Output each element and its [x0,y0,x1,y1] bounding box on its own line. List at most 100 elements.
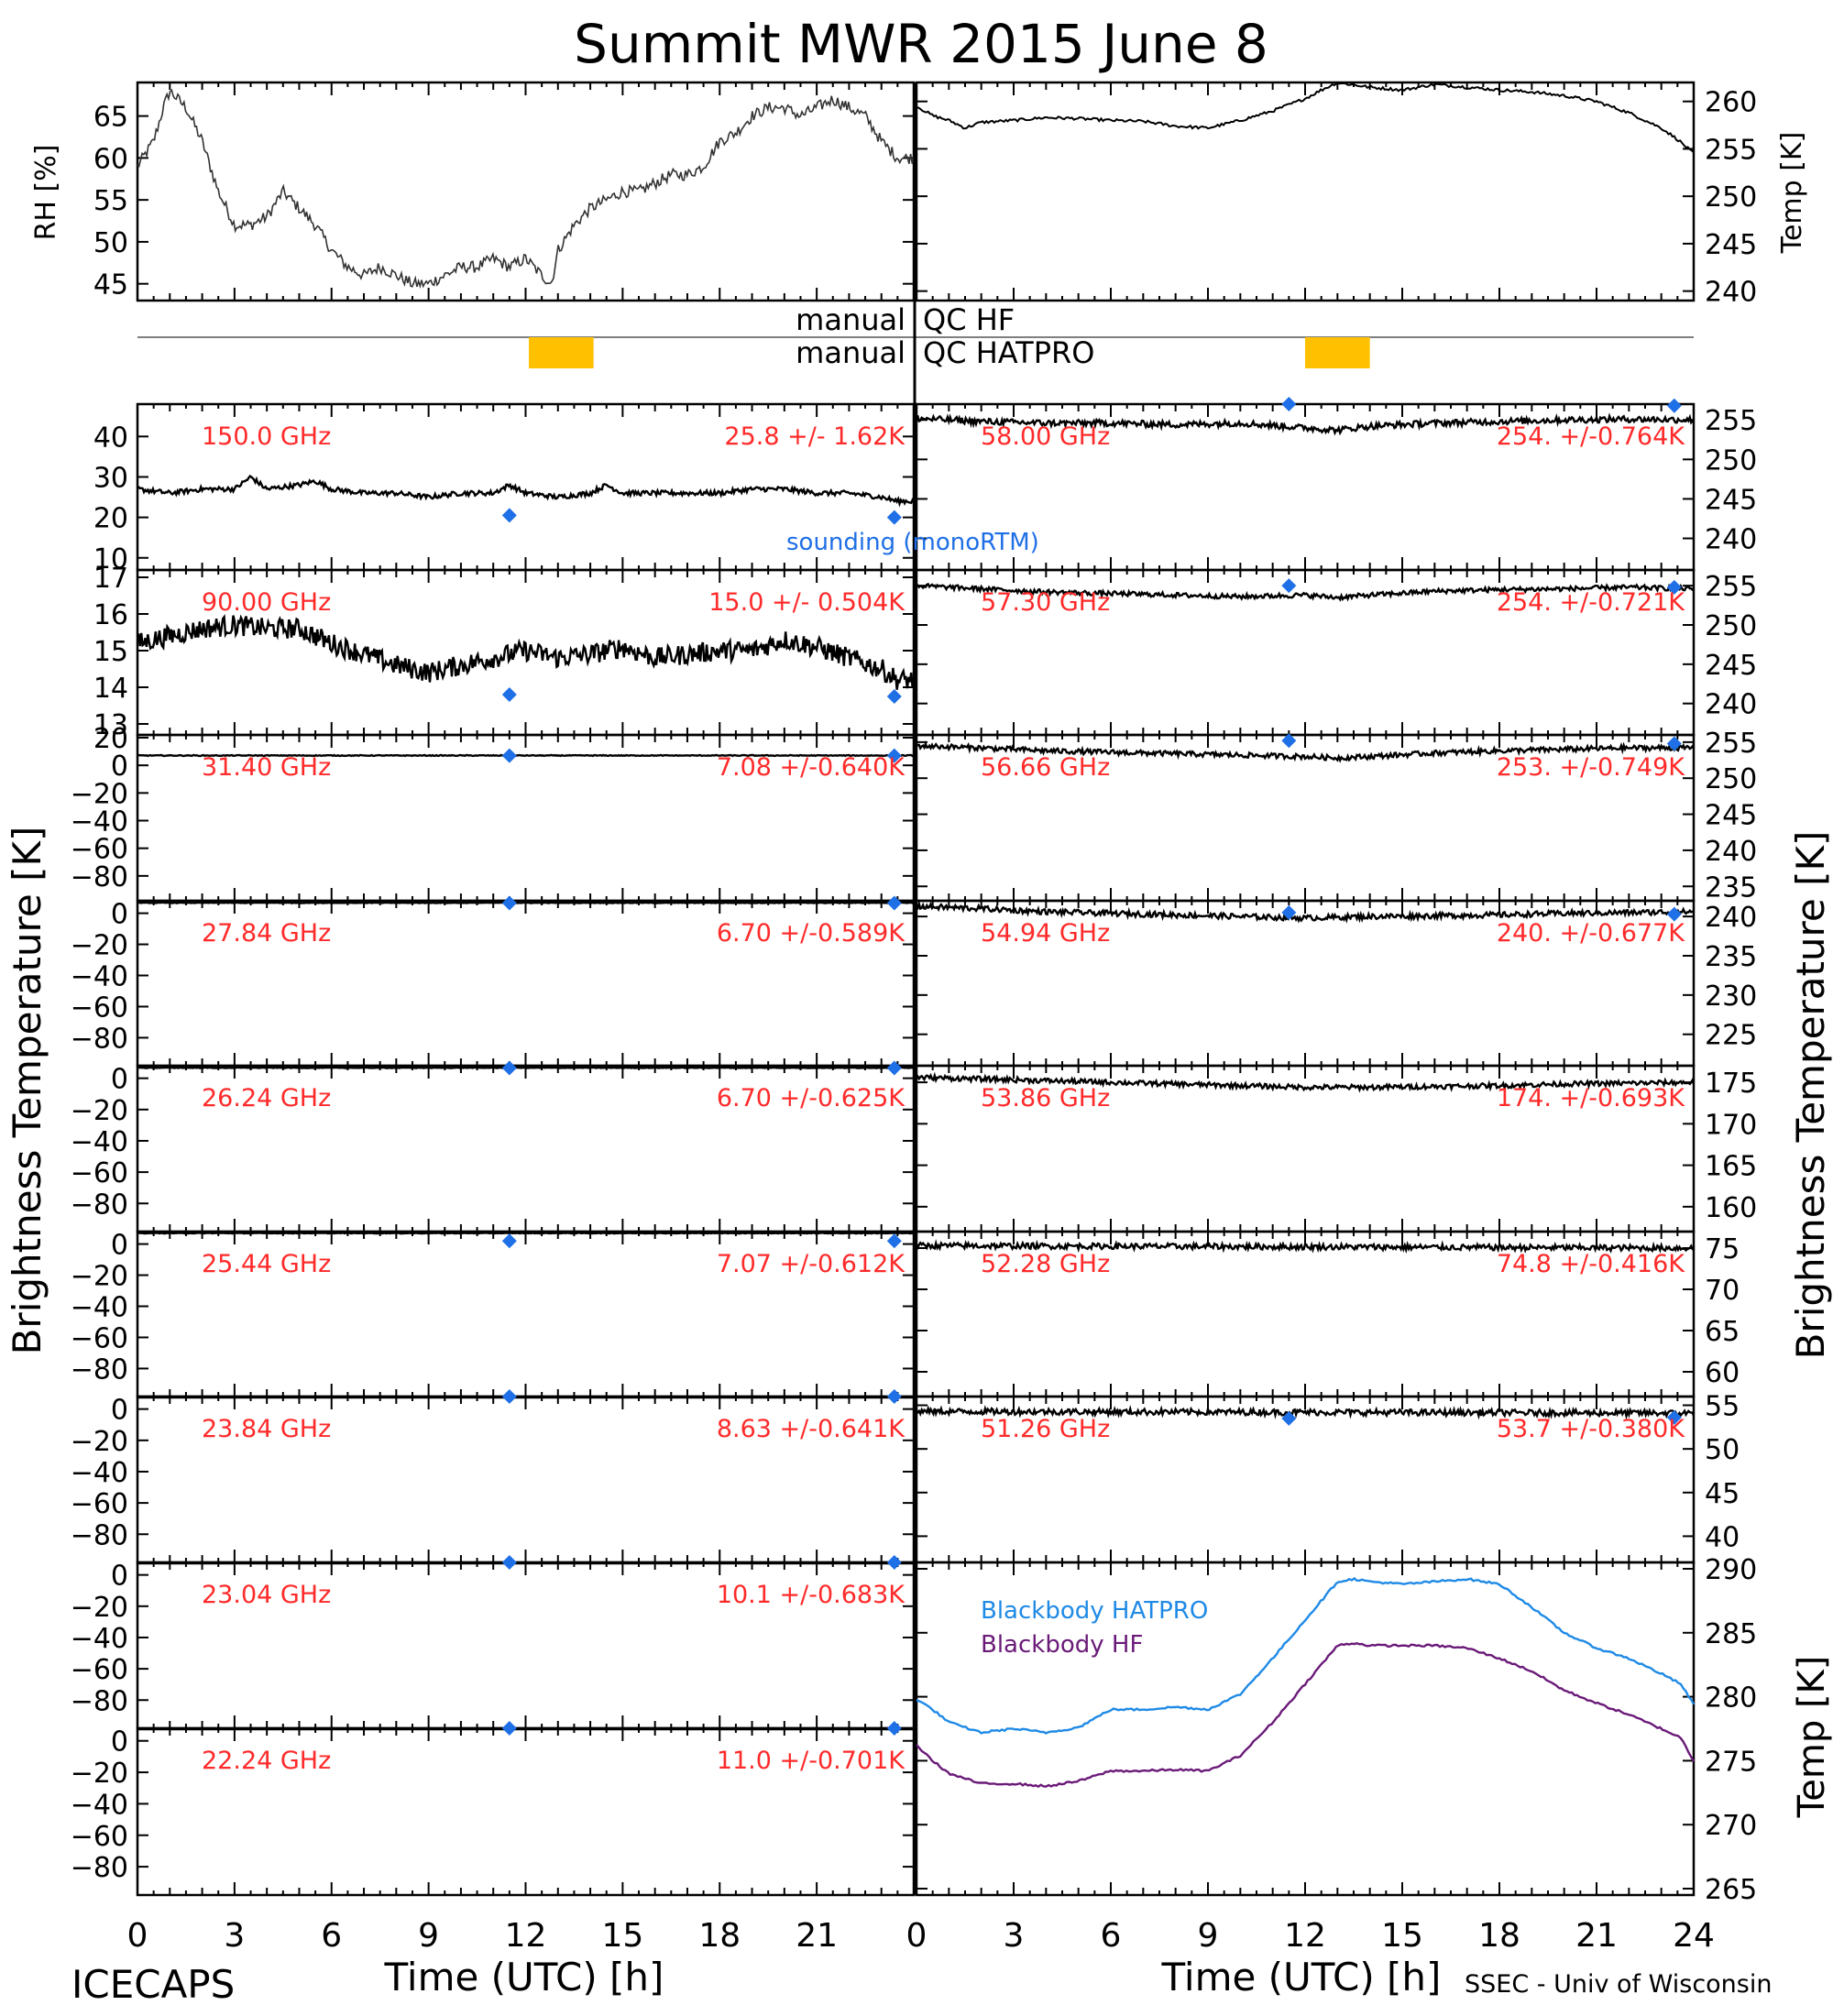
channel-label: 51.26 GHz [981,1415,1110,1443]
sounding-point [1281,578,1297,594]
y-tick-label: 275 [1705,1746,1757,1778]
channel-label: 27.84 GHz [202,919,331,948]
y-tick-label: 175 [1705,1068,1757,1100]
y-tick-label: 255 [1705,728,1757,760]
y-tick-label: 0 [111,1230,128,1262]
channel-stat: 254. +/-0.721K [1497,588,1685,617]
y-tick-label: 265 [1705,1874,1757,1906]
sounding-point [886,1555,902,1570]
y-tick-label: 255 [1705,134,1757,166]
credit-right: SSEC - Univ of Wisconsin [1465,1970,1772,1999]
left-ylabel: Brightness Temperature [K] [5,827,49,1355]
channel-series [136,614,916,690]
qc-hatpro-label-left: manual [796,335,906,370]
sounding-point [501,895,517,911]
channel-series [137,753,915,758]
x-tick-label: 0 [906,1917,927,1955]
channel-stat: 10.1 +/-0.683K [717,1581,906,1609]
sounding-point [886,895,902,911]
channel-stat: 25.8 +/- 1.62K [724,422,906,451]
sounding-point [1666,1409,1682,1425]
y-tick-label: 260 [1705,87,1757,119]
x-tick-label: 0 [127,1917,148,1955]
y-tick-label: 0 [111,751,128,783]
y-tick-label: 240 [1705,689,1757,721]
y-tick-label: 240 [1705,524,1757,556]
y-tick-label: −60 [71,1322,128,1354]
y-tick-label: 65 [93,102,128,134]
y-tick-label: −60 [71,992,128,1024]
x-tick-label: 6 [1101,1917,1122,1955]
y-tick-label: −80 [71,1852,128,1884]
y-tick-label: 65 [1705,1316,1740,1348]
figure-title: Summit MWR 2015 June 8 [574,13,1268,75]
channel-label: 150.0 GHz [202,422,331,451]
y-tick-label: 20 [93,503,128,535]
sounding-legend: sounding (monoRTM) [786,529,1039,556]
channel-label: 25.44 GHz [202,1250,331,1278]
rh-series [137,88,915,290]
y-tick-label: −20 [71,930,128,962]
y-tick-label: 70 [1705,1275,1740,1307]
y-tick-label: 55 [1705,1391,1740,1423]
blackbody-series [916,1577,1696,1735]
sounding-point [886,1721,902,1736]
channel-series [916,899,1695,924]
channel-stat: 6.70 +/-0.589K [717,919,906,948]
y-tick-label: 240 [1705,836,1757,868]
x-tick-label: 12 [1284,1917,1326,1955]
channel-label: 26.24 GHz [202,1084,331,1112]
y-tick-label: 20 [93,723,128,755]
channel-label: 57.30 GHz [981,588,1110,617]
channel-stat: 254. +/-0.764K [1497,422,1685,451]
sounding-point [1281,397,1297,411]
channel-label: 56.66 GHz [981,753,1110,782]
y-tick-label: 16 [93,599,128,631]
y-tick-label: 250 [1705,181,1757,214]
channel-label: 23.04 GHz [202,1581,331,1609]
channel-series [915,1239,1695,1255]
x-tick-label: 18 [698,1917,741,1955]
sounding-point [886,689,902,704]
blackbody-ylabel: Temp [K] [1791,1656,1833,1819]
sounding-point [886,1060,902,1076]
y-tick-label: 235 [1705,941,1757,973]
x-tick-label: 3 [224,1917,245,1955]
sounding-point [1666,736,1682,751]
channel-label: 54.94 GHz [981,919,1110,948]
y-tick-label: 255 [1705,405,1757,437]
y-tick-label: 0 [111,1064,128,1096]
qc-hf-label-right: QC HF [923,302,1015,337]
channel-stat: 253. +/-0.749K [1497,753,1685,782]
y-tick-label: 0 [111,899,128,931]
y-tick-label: 45 [1705,1478,1740,1510]
right-ylabel: Brightness Temperature [K] [1788,831,1833,1360]
y-tick-label: −20 [71,1261,128,1293]
rh-ylabel: RH [%] [30,145,62,241]
y-tick-label: 165 [1705,1151,1757,1183]
y-tick-label: 0 [111,1561,128,1593]
y-tick-label: −60 [71,1157,128,1189]
y-tick-label: 17 [93,563,128,595]
y-tick-label: 290 [1705,1554,1757,1586]
sounding-point [501,508,517,523]
qc-flag-right [1305,337,1370,368]
channel-stat: 8.63 +/-0.641K [717,1415,906,1443]
y-tick-label: 245 [1705,650,1757,682]
sounding-point [886,748,902,763]
temp-series [916,82,1695,153]
sounding-point [1281,904,1297,920]
y-tick-label: 14 [93,673,128,705]
y-tick-label: −40 [71,1457,128,1489]
channel-series [915,1404,1696,1420]
y-tick-label: 255 [1705,571,1757,603]
y-tick-label: 235 [1705,871,1757,904]
y-tick-label: 40 [1705,1521,1740,1553]
right-xlabel: Time (UTC) [h] [1161,1955,1442,2000]
y-tick-label: −40 [71,1126,128,1158]
y-tick-label: 245 [1705,484,1757,516]
x-tick-label: 9 [418,1917,439,1955]
y-tick-label: 50 [93,227,128,259]
y-tick-label: 10 [93,543,128,575]
y-tick-label: −40 [71,961,128,993]
